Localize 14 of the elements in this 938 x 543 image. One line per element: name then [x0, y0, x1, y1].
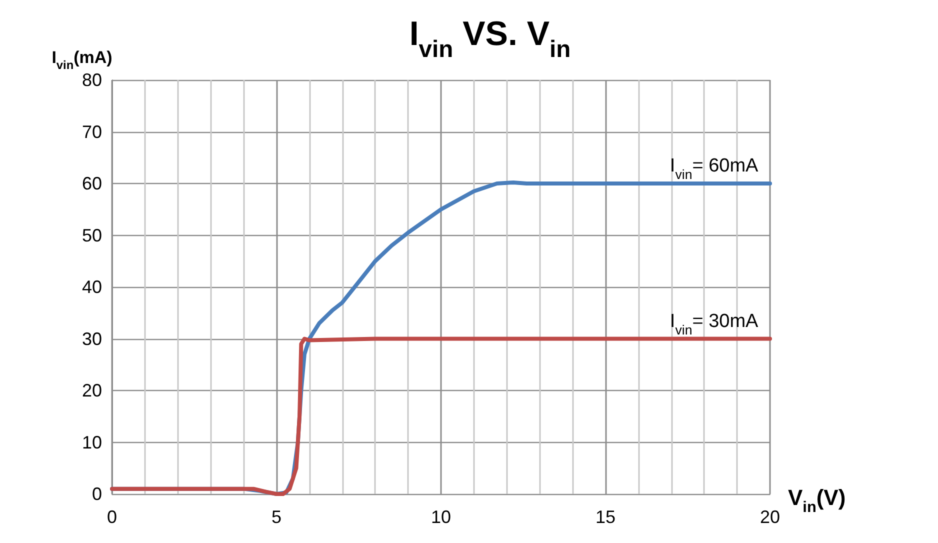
y-tick-label: 20 — [82, 380, 102, 400]
y-tick-label: 0 — [92, 484, 102, 504]
y-tick-label: 40 — [82, 277, 102, 297]
x-tick-label: 20 — [760, 507, 780, 527]
x-tick-label: 0 — [106, 507, 118, 527]
x-tick-label: 5 — [271, 507, 282, 527]
y-tick-label: 80 — [82, 70, 102, 90]
y-tick-label: 70 — [82, 122, 102, 142]
x-tick-label: 10 — [430, 507, 452, 527]
y-tick-label: 50 — [82, 225, 102, 246]
y-tick-label: 60 — [82, 174, 102, 194]
x-tick-label: 15 — [595, 507, 616, 527]
y-tick-label: 30 — [82, 328, 102, 349]
y-tick-label: 10 — [82, 432, 102, 452]
